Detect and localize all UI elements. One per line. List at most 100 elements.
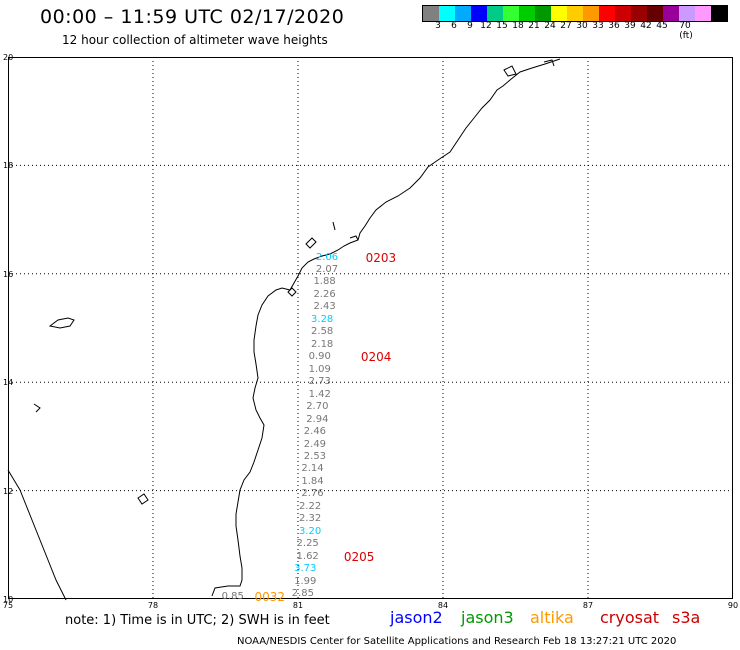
- wave-height-value: 3.73: [294, 563, 317, 575]
- colorbar-swatch: [439, 6, 455, 21]
- colorbar-swatch: [487, 6, 503, 21]
- islet-a: [332, 221, 336, 231]
- colorbar-label: 30: [576, 21, 588, 31]
- wave-height-value: 2.94: [306, 413, 329, 425]
- colorbar-label: 36: [608, 21, 620, 31]
- pass-time-label: 0032: [254, 590, 286, 605]
- wave-height-value: 1.62: [296, 550, 319, 562]
- colorbar: [422, 5, 728, 22]
- colorbar-swatch: [679, 6, 695, 21]
- lake-b: [33, 403, 41, 413]
- credit-line: NOAA/NESDIS Center for Satellite Applica…: [237, 636, 677, 647]
- wave-height-value: 2.07: [315, 264, 339, 275]
- colorbar-swatch: [519, 6, 535, 21]
- west-coast: [7, 469, 67, 601]
- east-coast-india: [211, 58, 561, 597]
- wave-height-value: 2.32: [298, 513, 322, 525]
- wave-height-value: 2.58: [311, 326, 334, 338]
- lat-tick-label: 14: [3, 378, 14, 388]
- lon-tick-label: 75: [2, 601, 14, 610]
- wave-height-value: 1.84: [301, 475, 324, 487]
- legend-item: jason2: [390, 608, 443, 627]
- pass-time-label: 0204: [360, 350, 392, 365]
- lat-tick-label: 12: [3, 486, 14, 496]
- wave-height-value: 2.22: [298, 500, 322, 512]
- colorbar-label: 24: [544, 21, 556, 31]
- colorbar-swatch: [631, 6, 647, 21]
- colorbar-swatch: [471, 6, 487, 21]
- page-subtitle: 12 hour collection of altimeter wave hei…: [62, 33, 328, 47]
- lon-tick-label: 87: [582, 601, 594, 610]
- colorbar-label: 45: [656, 21, 668, 31]
- colorbar-label: 6: [451, 21, 457, 31]
- wave-height-value: 2.73: [308, 376, 331, 388]
- coastline: [7, 58, 561, 601]
- krishna-island: [305, 237, 317, 249]
- colorbar-swatch: [647, 6, 663, 21]
- lat-tick-label: 18: [3, 161, 14, 171]
- colorbar-label: 39: [624, 21, 636, 31]
- colorbar-label: 9: [467, 21, 473, 31]
- colorbar-label: 33: [592, 21, 604, 31]
- wave-height-value: 1.42: [308, 388, 331, 400]
- colorbar-label: 3: [435, 21, 441, 31]
- colorbar-swatch: [615, 6, 631, 21]
- lon-tick-label: 81: [292, 601, 304, 610]
- lake-c: [137, 493, 149, 505]
- wave-height-value: 2.85: [291, 588, 314, 600]
- colorbar-swatch: [695, 6, 711, 21]
- wave-height-value: 2.70: [306, 401, 329, 413]
- lake-e: [543, 59, 555, 67]
- wave-height-value: 2.76: [301, 488, 324, 500]
- islet-b: [349, 235, 359, 241]
- lat-tick-label: 10: [3, 595, 14, 604]
- lat-tick-label: 16: [3, 269, 14, 279]
- map-frame: [8, 57, 733, 599]
- legend-item: cryosat: [600, 608, 660, 627]
- wave-height-value: 1.99: [294, 575, 317, 587]
- colorbar-swatch: [711, 6, 727, 21]
- legend-item: altika: [530, 608, 574, 627]
- wave-height-value: 3.20: [298, 525, 322, 537]
- lake-d: [503, 65, 517, 77]
- page-title: 00:00 – 11:59 UTC 02/17/2020: [40, 6, 345, 28]
- wave-height-value: 2.26: [313, 288, 336, 300]
- colorbar-label: 15: [496, 21, 508, 31]
- colorbar-swatch: [423, 6, 439, 21]
- colorbar-swatch: [535, 6, 551, 21]
- wave-height-value: 1.09: [308, 363, 331, 375]
- map-grid: [8, 57, 733, 599]
- colorbar-swatch: [455, 6, 471, 21]
- lon-tick-label: 84: [437, 601, 449, 610]
- colorbar-swatch: [583, 6, 599, 21]
- colorbar-label: 42: [640, 21, 652, 31]
- wave-height-value: 2.06: [315, 251, 339, 263]
- lon-tick-label: 78: [147, 601, 159, 610]
- wave-height-value: 2.18: [311, 338, 334, 350]
- colorbar-swatch: [663, 6, 679, 21]
- wave-height-value: 2.49: [303, 438, 327, 450]
- wave-height-value: 2.14: [301, 463, 324, 475]
- godavari-delta: [287, 287, 297, 297]
- footnote: note: 1) Time is in UTC; 2) SWH is in fe…: [65, 613, 330, 628]
- colorbar-label: 27: [560, 21, 572, 31]
- colorbar-label: 18: [512, 21, 524, 31]
- legend-item: s3a: [672, 608, 701, 627]
- colorbar-swatch: [551, 6, 567, 21]
- colorbar-label: 12: [480, 21, 492, 31]
- colorbar-swatch: [503, 6, 519, 21]
- legend-item: jason3: [461, 608, 514, 627]
- lat-tick-label: 20: [3, 53, 14, 62]
- colorbar-label: 21: [528, 21, 540, 31]
- wave-height-value: 3.28: [311, 313, 334, 325]
- wave-height-value: 2.53: [303, 450, 327, 462]
- pass-time-label: 0205: [343, 549, 375, 564]
- colorbar-swatch: [599, 6, 615, 21]
- wave-height-value: 0.85: [221, 591, 244, 603]
- wave-height-value: 2.43: [313, 301, 336, 313]
- wave-height-value: 0.90: [308, 351, 331, 363]
- colorbar-label: 70 (ft): [679, 21, 693, 41]
- lake-a: [48, 317, 75, 329]
- wave-height-value: 2.25: [296, 538, 319, 550]
